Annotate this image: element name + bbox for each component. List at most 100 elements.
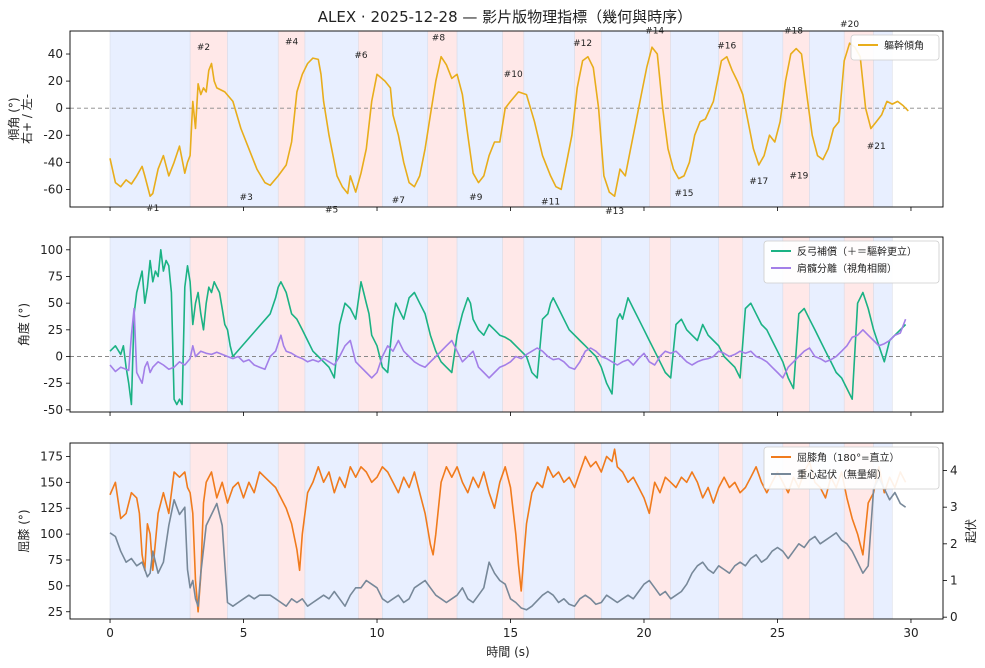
phase-band-red <box>718 237 744 412</box>
peak-annotation: #19 <box>789 172 808 182</box>
series-group <box>109 249 907 406</box>
y-tick-label: 100 <box>40 243 63 257</box>
phase-band-red <box>277 31 306 207</box>
peak-annotation: #11 <box>541 197 560 207</box>
phase-band-red <box>502 31 525 207</box>
axes-frame <box>69 442 944 620</box>
peak-annotation: #20 <box>840 20 859 30</box>
peak-annotation: #16 <box>717 42 736 52</box>
y-right-tick-label: 3 <box>950 500 958 514</box>
phase-band-red <box>427 31 458 207</box>
phase-band-blue <box>670 31 720 207</box>
y-axis-label: 右+ / 左- <box>19 94 34 144</box>
peak-annotation: #6 <box>354 51 368 61</box>
legend-box <box>763 446 940 490</box>
y-tick-label: 50 <box>48 579 63 593</box>
legend: 屈膝角（180°=直立） 重心起伏（無量綱） <box>763 446 940 490</box>
y-right-axis-label: 起伏 <box>964 519 978 543</box>
peak-annotation: #10 <box>504 70 523 80</box>
peak-annotation: #5 <box>325 205 338 215</box>
y-axis-label: 角度 (°) <box>16 303 31 346</box>
panel-tilt: -60 -40 -20 0 20 40 傾角 (°) 右+ / 左- #1 #2 #3 #4 #5 #6 #… <box>7 20 944 217</box>
phase-band-blue <box>600 443 650 619</box>
peak-annotation: #21 <box>867 142 886 152</box>
legend: 軀幹傾角 <box>850 34 940 61</box>
peak-annotation: #17 <box>749 177 768 187</box>
y-tick-label: 40 <box>48 47 63 61</box>
x-tick-label: 25 <box>770 626 785 640</box>
phase-band-blue <box>382 31 429 207</box>
phase-band-red <box>574 237 602 412</box>
x-tick-label: 10 <box>369 626 384 640</box>
peak-annotation: #1 <box>146 204 159 214</box>
y-tick-label: 125 <box>40 501 63 515</box>
x-tick-label: 15 <box>503 626 518 640</box>
phase-band-blue <box>227 443 279 619</box>
phase-band-red <box>502 237 525 412</box>
y-tick-label: 20 <box>48 74 63 88</box>
y-tick-label: 0 <box>55 350 63 364</box>
phase-band-red <box>574 443 602 619</box>
axes-frame <box>69 30 944 208</box>
y-tick-label: 75 <box>48 269 63 283</box>
phase-band-blue <box>382 237 429 412</box>
y-tick-label: -25 <box>43 376 63 390</box>
phase-band-blue <box>670 237 720 412</box>
series-line-1 <box>109 307 907 384</box>
phase-bands <box>109 31 893 207</box>
series-line-0 <box>109 249 907 406</box>
phase-band-red <box>427 443 458 619</box>
legend: 反弓補償（＋＝驅幹更立） 肩髖分離（視角相關） <box>763 240 940 284</box>
peak-annotation: #4 <box>285 38 299 48</box>
peak-annotation: #3 <box>240 193 253 203</box>
phase-band-red <box>782 31 810 207</box>
series-line-0 <box>109 42 909 197</box>
x-tick-label: 20 <box>636 626 651 640</box>
series-line-1 <box>109 477 907 611</box>
phase-band-blue <box>670 443 720 619</box>
phase-band-blue <box>873 31 893 207</box>
phase-band-blue <box>304 237 359 412</box>
peak-annotation: #9 <box>469 193 483 203</box>
y-axis-label: 傾角 (°) <box>7 97 21 140</box>
x-tick-label: 30 <box>903 626 918 640</box>
phase-bands <box>109 443 893 619</box>
y-tick-label: 175 <box>40 449 63 463</box>
phase-band-red <box>718 31 744 207</box>
phase-band-blue <box>600 31 650 207</box>
y-tick-label: 25 <box>48 605 63 619</box>
legend-label: 屈膝角（180°=直立） <box>797 451 899 464</box>
legend-label: 軀幹傾角 <box>884 39 924 52</box>
y-tick-label: 100 <box>40 527 63 541</box>
phase-band-red <box>277 237 306 412</box>
phase-band-blue <box>456 237 503 412</box>
phase-band-blue <box>382 443 429 619</box>
phase-band-red <box>277 443 306 619</box>
phase-band-blue <box>523 443 575 619</box>
phase-band-red <box>718 443 744 619</box>
peak-annotation: #14 <box>645 27 664 37</box>
phase-band-blue <box>456 443 503 619</box>
phase-band-red <box>649 31 671 207</box>
y-tick-label: 50 <box>48 296 63 310</box>
peak-annotation: #2 <box>197 43 210 53</box>
peak-annotation: #12 <box>573 39 592 49</box>
x-tick-label: 5 <box>240 626 248 640</box>
y-right-tick-label: 4 <box>950 464 958 478</box>
peak-annotation: #18 <box>784 27 803 37</box>
panel-knee_com: 0 5 10 15 20 25 30 25 50 75 100 125 150 175 0 1 2 3 4 起伏 屈膝 … <box>17 442 978 640</box>
phase-band-blue <box>109 31 191 207</box>
phase-band-red <box>649 443 671 619</box>
x-tick-label: 0 <box>106 626 114 640</box>
y-axis-label: 屈膝 (°) <box>17 509 31 552</box>
legend-label: 肩髖分離（視角相關） <box>797 262 897 275</box>
series-group <box>109 42 909 197</box>
x-axis-label: 時間 (s) <box>486 645 529 659</box>
series-line-0 <box>109 448 907 613</box>
peak-annotation: #13 <box>605 207 624 217</box>
peak-annotation: #8 <box>432 33 446 43</box>
y-tick-label: 75 <box>48 553 63 567</box>
panel-angles: -50 -25 0 25 50 75 100 角度 (°) 反弓補償（＋＝驅幹更立） 肩髖分離（視… <box>16 236 944 417</box>
